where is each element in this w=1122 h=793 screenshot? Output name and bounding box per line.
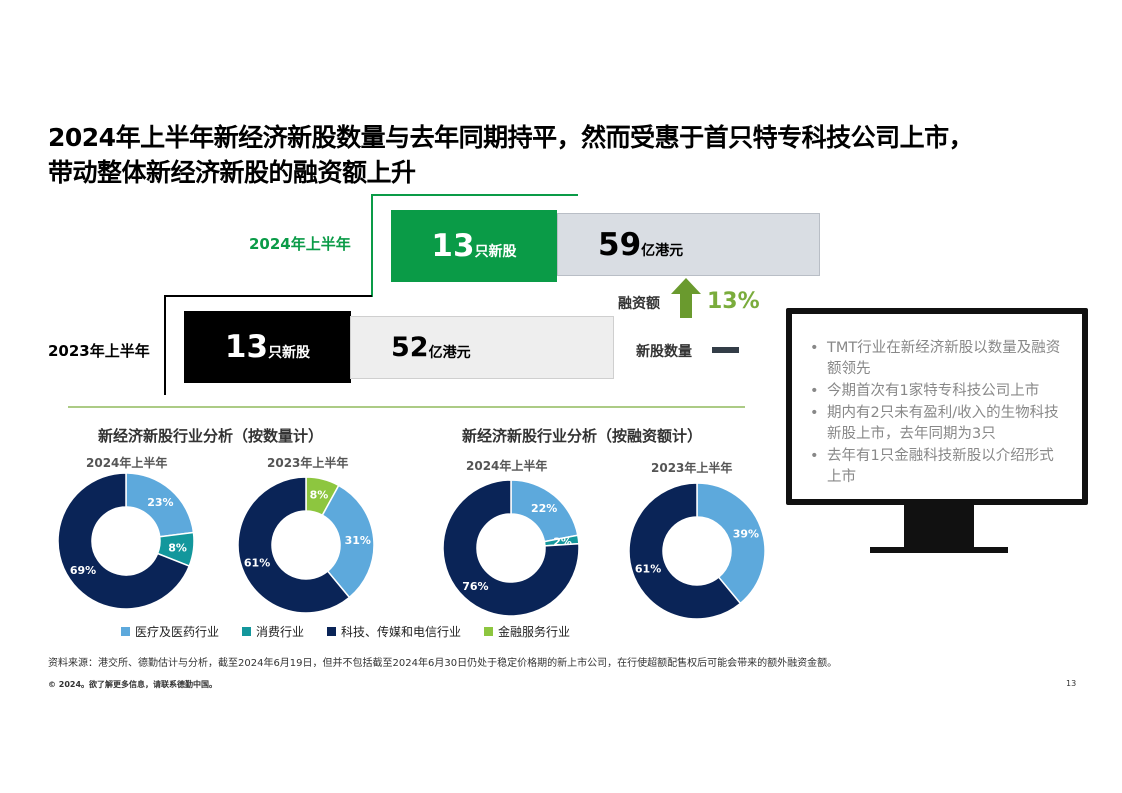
flat-indicator-icon: [712, 347, 739, 353]
monitor-base: [870, 547, 1008, 553]
count-box-2023: 13 只新股: [184, 311, 351, 383]
legend-item: 科技、传媒和电信行业: [327, 623, 461, 640]
donut-data-label: 39%: [733, 527, 759, 540]
period-label-2024: 2024年上半年: [249, 235, 351, 253]
count-unit-2023: 只新股: [268, 345, 311, 361]
copyright: © 2024。欲了解更多信息，请联系德勤中国。: [48, 680, 218, 689]
count-box-2024: 13 只新股: [391, 210, 557, 282]
amount-box-2024: 59 亿港元: [557, 213, 820, 276]
amount-2024: 59: [598, 226, 642, 263]
source-note: 资料来源：港交所、德勤估计与分析，截至2024年6月19日，但并不包括截至202…: [48, 658, 838, 669]
donut-slice: [442, 479, 580, 617]
chart-legend: 医疗及医药行业 消费行业 科技、传媒和电信行业 金融服务行业: [121, 623, 570, 640]
highlight-item: 今期首次有1家特专科技公司上市: [810, 381, 1068, 402]
donut-slice: [237, 476, 351, 614]
donut-data-label: 8%: [310, 489, 329, 502]
legend-swatch: [484, 627, 494, 636]
legend-label: 消费行业: [256, 625, 305, 639]
up-arrow-icon: [671, 278, 701, 318]
growth-label: 融资额: [618, 296, 660, 312]
donut-period-label: 2023年上半年: [651, 461, 733, 475]
donut-data-label: 61%: [244, 557, 270, 570]
donut-data-label: 23%: [147, 496, 173, 509]
legend-item: 金融服务行业: [484, 623, 570, 640]
black-step-line: [164, 295, 372, 395]
donut-data-label: 8%: [168, 542, 187, 555]
amount-unit-2024: 亿港元: [641, 242, 684, 259]
chart-title-by-count: 新经济新股行业分析（按数量计）: [98, 427, 324, 445]
amount-unit-2023: 亿港元: [428, 344, 471, 361]
donut-data-label: 61%: [635, 563, 661, 576]
legend-item: 消费行业: [242, 623, 304, 640]
legend-swatch: [121, 627, 130, 636]
count-unit-2024: 只新股: [474, 244, 517, 260]
amount-2023: 52: [391, 332, 429, 363]
title-line-2: 带动整体新经济新股的融资额上升: [48, 158, 416, 187]
donut-period-label: 2024年上半年: [86, 456, 168, 470]
monitor-screen: TMT行业在新经济新股以数量及融资额领先 今期首次有1家特专科技公司上市 期内有…: [786, 308, 1088, 505]
donut-data-label: 69%: [70, 564, 96, 577]
page-title: 2024年上半年新经济新股数量与去年同期持平，然而受惠于首只特专科技公司上市， …: [48, 120, 974, 190]
chart-title-by-amount: 新经济新股行业分析（按融资额计）: [462, 427, 703, 445]
donut-slice: [321, 484, 375, 599]
step-connector-lines: [68, 194, 745, 408]
donut-data-label: 22%: [531, 502, 557, 515]
highlight-item: 期内有2只未有盈利/收入的生物科技新股上市，去年同期为3只: [810, 403, 1068, 445]
flat-label: 新股数量: [636, 344, 692, 360]
highlights-list: TMT行业在新经济新股以数量及融资额领先 今期首次有1家特专科技公司上市 期内有…: [792, 314, 1082, 488]
count-2023: 13: [224, 329, 269, 365]
growth-value: 13%: [707, 289, 760, 314]
donut-data-label: 76%: [462, 580, 488, 593]
legend-label: 金融服务行业: [498, 625, 571, 639]
donut-slice: [696, 482, 766, 605]
legend-swatch: [327, 627, 337, 636]
period-label-2023: 2023年上半年: [48, 342, 150, 360]
donut-slice: [628, 482, 742, 620]
page-number: 13: [1066, 679, 1077, 688]
amount-box-2023: 52 亿港元: [350, 316, 614, 379]
monitor-stand: [904, 505, 974, 547]
donut-data-label: 31%: [345, 534, 371, 547]
highlight-item: TMT行业在新经济新股以数量及融资额领先: [810, 338, 1068, 380]
highlight-item: 去年有1只金融科技新股以介绍形式上市: [810, 446, 1068, 488]
legend-item: 医疗及医药行业: [121, 623, 219, 640]
donut-slice: [57, 472, 191, 610]
count-2024: 13: [431, 228, 475, 264]
legend-label: 医疗及医药行业: [135, 625, 220, 639]
legend-swatch: [242, 627, 252, 636]
title-line-1: 2024年上半年新经济新股数量与去年同期持平，然而受惠于首只特专科技公司上市，: [48, 123, 974, 152]
donut-period-label: 2024年上半年: [466, 459, 548, 473]
legend-label: 科技、传媒和电信行业: [341, 625, 462, 639]
donut-period-label: 2023年上半年: [267, 456, 349, 470]
